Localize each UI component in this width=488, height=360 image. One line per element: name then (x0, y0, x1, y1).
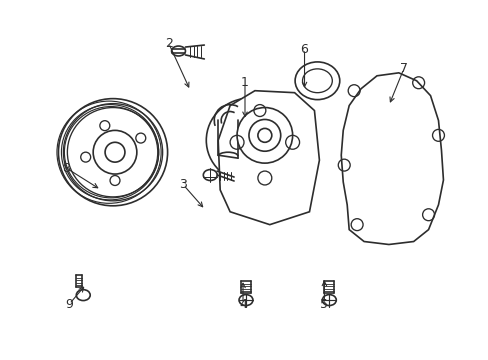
Ellipse shape (59, 99, 167, 206)
Circle shape (248, 120, 280, 151)
Ellipse shape (206, 98, 293, 183)
Circle shape (105, 142, 124, 162)
Ellipse shape (76, 290, 90, 301)
Ellipse shape (294, 62, 339, 100)
Ellipse shape (203, 170, 217, 180)
Circle shape (93, 130, 137, 174)
Polygon shape (341, 73, 443, 244)
Circle shape (257, 129, 271, 142)
Text: 5: 5 (320, 297, 328, 311)
Text: 8: 8 (62, 162, 70, 175)
Text: 4: 4 (239, 297, 246, 311)
Text: 3: 3 (179, 179, 187, 192)
Text: 2: 2 (164, 37, 172, 50)
Text: 9: 9 (65, 297, 73, 311)
Ellipse shape (322, 294, 336, 306)
Ellipse shape (239, 294, 252, 306)
Text: 1: 1 (241, 76, 248, 89)
Polygon shape (218, 91, 319, 225)
Ellipse shape (171, 46, 185, 56)
Text: 6: 6 (300, 42, 308, 55)
Circle shape (237, 108, 292, 163)
Text: 7: 7 (399, 62, 407, 75)
